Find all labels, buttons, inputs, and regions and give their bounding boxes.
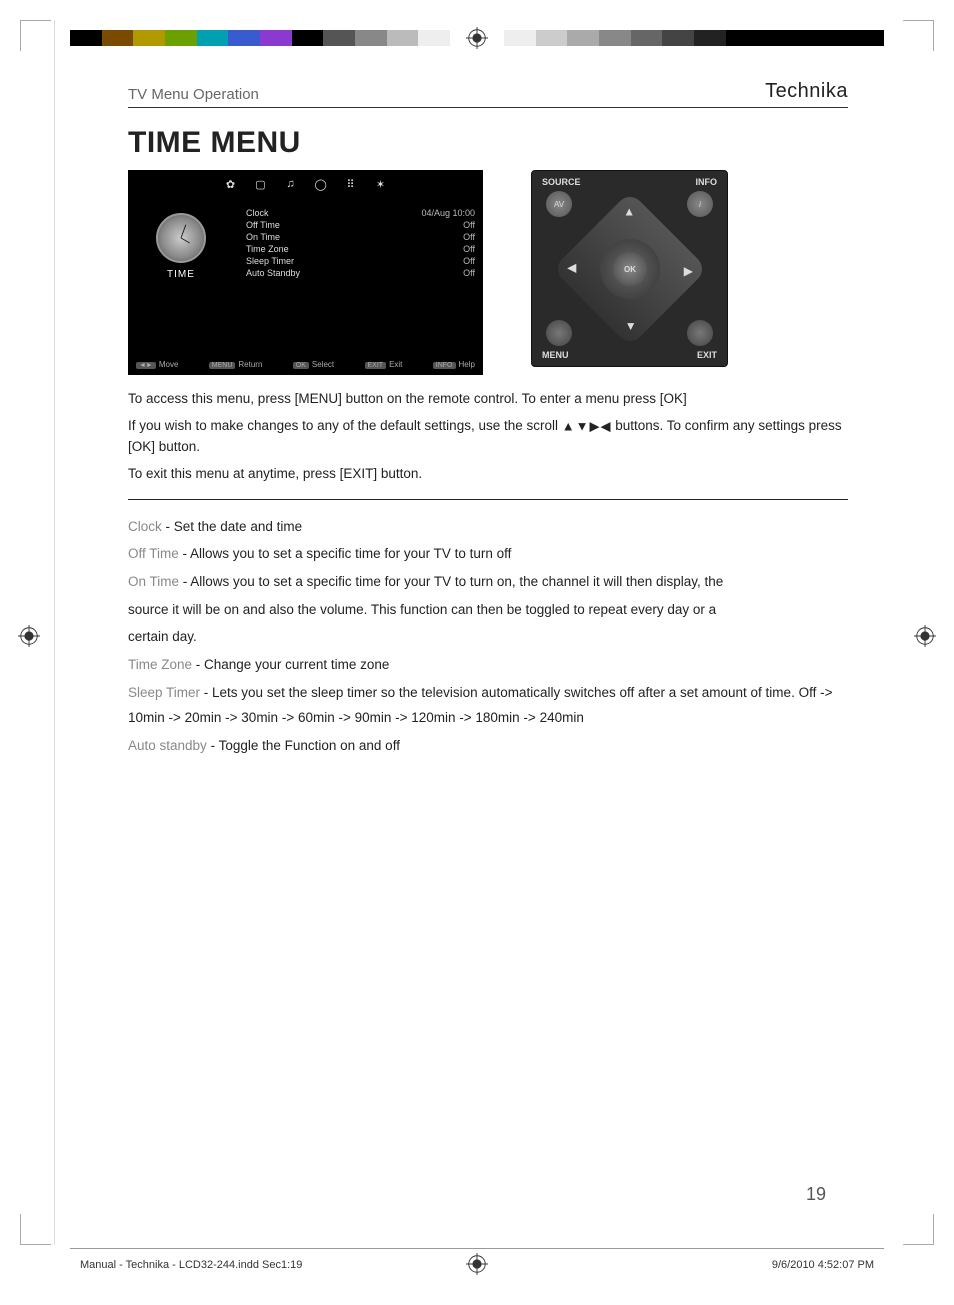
footer-rule [70,1248,884,1249]
instruction-text: To exit this menu at anytime, press [EXI… [128,464,848,485]
definition-line: On Time - Allows you to set a specific t… [128,569,848,595]
tv-menu-row: Sleep TimerOff [246,255,475,267]
divider [128,499,848,500]
dpad: OK ▲ ▶ ◀ ▼ [552,191,708,347]
clock-icon [156,213,206,263]
definition-line: Sleep Timer - Lets you set the sleep tim… [128,680,848,731]
exit-button [687,320,713,346]
definition-term: Time Zone [128,657,192,672]
definition-term: Off Time [128,546,179,561]
crop-line [54,20,55,1245]
page-header: TV Menu Operation Technika [128,80,848,108]
definition-line: Time Zone - Change your current time zon… [128,652,848,678]
definition-line: source it will be on and also the volume… [128,597,848,623]
tv-footer-hint: OKSelect [293,360,334,369]
instruction-text: To access this menu, press [MENU] button… [128,389,848,410]
crop-mark [903,20,934,51]
definition-line: Auto standby - Toggle the Function on an… [128,733,848,759]
definition-line: certain day. [128,624,848,650]
remote-dpad-diagram: SOURCE INFO MENU EXIT AV i OK ▲ ▶ ◀ ▼ [531,170,728,367]
tv-footer-hint: INFOHelp [433,360,475,369]
registration-bar [70,30,450,46]
menu-category-label: TIME [136,269,226,280]
tv-menu-screenshot: ✿ ▢ ♫ ◯ ⠿ ✶ TIME Clock04/Aug 10:00Off TimeOff… [128,170,483,375]
tv-tab-icon: ⠿ [345,178,357,191]
definition-term: Auto standby [128,738,207,753]
section-title: TV Menu Operation [128,86,259,103]
menu-button [546,320,572,346]
definition-term: Clock [128,519,162,534]
arrow-icons: ▲▼▶◀ [562,418,612,433]
tv-menu-row: Time ZoneOff [246,243,475,255]
remote-label: MENU [542,350,569,360]
definition-term: On Time [128,574,179,589]
tv-menu-row: Off TimeOff [246,219,475,231]
registration-mark-icon [466,27,488,49]
crop-mark [20,20,51,51]
tv-menu-row: On TimeOff [246,231,475,243]
crop-mark [20,1214,51,1245]
tv-tab-icon: ✶ [375,178,387,191]
brand-logo: Technika [765,80,848,103]
definition-line: Off Time - Allows you to set a specific … [128,541,848,567]
footer-timestamp: 9/6/2010 4:52:07 PM [772,1259,874,1271]
tv-tab-icon: ✿ [225,178,237,191]
registration-mark-icon [466,1253,488,1275]
tv-footer-hint: MENUReturn [209,360,263,369]
tv-menu-row: Auto StandbyOff [246,267,475,279]
remote-label: INFO [696,177,718,187]
page-title: TIME MENU [128,126,848,160]
av-button: AV [546,191,572,217]
tv-tab-icon: ◯ [315,178,327,191]
crop-mark [903,1214,934,1245]
tv-tab-icon: ♫ [285,178,297,191]
definition-line: Clock - Set the date and time [128,514,848,540]
tv-menu-row: Clock04/Aug 10:00 [246,207,475,219]
instruction-text: If you wish to make changes to any of th… [128,416,848,458]
ok-button: OK [613,252,647,286]
tv-footer-hint: ◄►Move [136,360,178,369]
tv-footer-hint: EXITExit [365,360,403,369]
registration-mark-icon [18,625,40,647]
footer-filename: Manual - Technika - LCD32-244.indd Sec1:… [80,1259,302,1271]
registration-bar [504,30,884,46]
definition-term: Sleep Timer [128,685,200,700]
remote-label: SOURCE [542,177,581,187]
page-number: 19 [806,1184,826,1205]
info-button: i [687,191,713,217]
registration-mark-icon [914,625,936,647]
remote-label: EXIT [697,350,717,360]
tv-tab-icon: ▢ [255,178,267,191]
